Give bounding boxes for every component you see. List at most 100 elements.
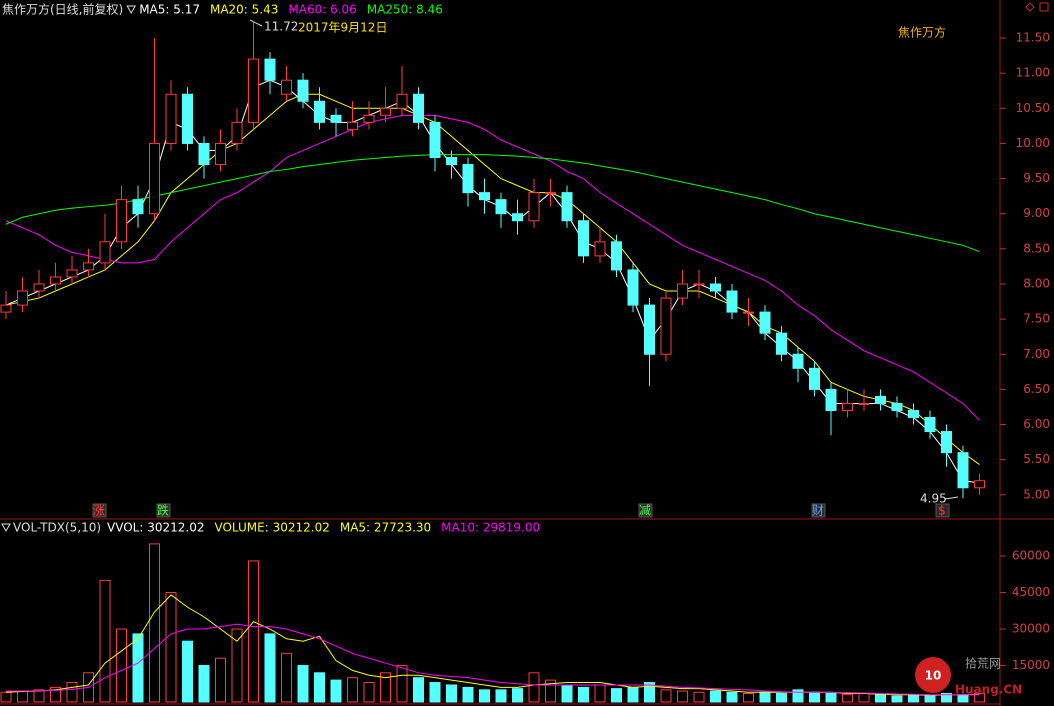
volume-bar xyxy=(743,692,754,703)
candle-body xyxy=(858,402,870,405)
volume-bar xyxy=(512,688,523,703)
volume-ma-line xyxy=(6,623,980,696)
legend-entry: MA10: 29819.00 xyxy=(441,521,540,535)
y-tick-label: 8.00 xyxy=(1023,276,1050,290)
legend-entry: MA60: 6.06 xyxy=(288,3,356,17)
volume-bar xyxy=(50,686,61,703)
candle-body xyxy=(809,367,820,390)
candle-body xyxy=(512,213,523,222)
volume-bar xyxy=(726,691,738,703)
volume-bar xyxy=(231,628,243,703)
candle-body xyxy=(149,142,160,215)
volume-bar xyxy=(908,694,919,703)
candle-body xyxy=(644,304,655,355)
volume-bar xyxy=(479,689,490,703)
volume-bar xyxy=(0,691,12,703)
annotation: 11.72 xyxy=(264,20,298,34)
volume-bar xyxy=(380,672,391,703)
volume-bar xyxy=(281,652,292,703)
volume-bar xyxy=(660,689,672,703)
candle-body xyxy=(627,269,639,306)
ma-line xyxy=(5,93,980,465)
volume-bar xyxy=(594,684,606,703)
candle-body xyxy=(413,93,424,123)
candle-body xyxy=(314,100,325,123)
candle-body xyxy=(660,297,672,355)
volume-bar xyxy=(17,690,28,703)
volume-bar xyxy=(215,657,226,703)
legend-entry: MA5: 27723.30 xyxy=(340,521,431,535)
candle-body xyxy=(429,121,441,158)
volume-bar xyxy=(413,677,424,703)
event-box xyxy=(638,503,653,518)
date-annotation: 2017年9月12日 xyxy=(298,21,387,35)
volume-bar xyxy=(347,677,358,703)
volume-bar xyxy=(99,579,111,703)
candle-body xyxy=(33,283,45,292)
candle-body xyxy=(825,388,837,411)
candle-body xyxy=(281,79,292,95)
candle-body xyxy=(215,142,226,166)
candle-body xyxy=(611,241,622,271)
volume-bar xyxy=(132,633,144,703)
candle-body xyxy=(974,480,985,489)
candle-body xyxy=(380,107,391,116)
volume-bar xyxy=(941,692,952,703)
candle-body xyxy=(710,283,721,292)
candle-body xyxy=(50,276,61,285)
event-label: $ xyxy=(938,504,946,518)
volume-bar xyxy=(974,692,985,703)
panel-title: VOL-TDX(5,10) xyxy=(13,521,101,535)
window-icons[interactable] xyxy=(1025,2,1049,12)
volume-bar xyxy=(314,672,325,703)
ma-line xyxy=(5,154,980,253)
candle-body xyxy=(116,199,127,243)
candle-body xyxy=(924,417,936,433)
event-label: 涨 xyxy=(93,503,105,518)
volume-bar xyxy=(891,695,903,703)
volume-bar xyxy=(116,628,127,703)
candle-body xyxy=(545,192,556,195)
watermark-badge-text: 10 xyxy=(925,669,942,683)
volume-bar xyxy=(297,665,309,703)
legend-entry: MA20: 5.43 xyxy=(210,3,278,17)
watermark-name: 拾荒网 xyxy=(965,656,1001,671)
candle-body xyxy=(495,199,507,215)
volume-bar xyxy=(165,592,177,703)
ma-line xyxy=(5,114,980,421)
candle-body xyxy=(792,353,804,369)
y-tick-label: 9.00 xyxy=(1023,206,1050,220)
menu-triangle xyxy=(1,523,11,533)
volume-bar xyxy=(182,640,193,703)
candle-body xyxy=(759,311,771,334)
y-tick-label: 11.50 xyxy=(1016,31,1050,45)
legend-entry: VOLUME: 30212.02 xyxy=(214,521,329,535)
volume-bar xyxy=(792,689,804,703)
watermark-site: Huang.CN xyxy=(955,683,1022,697)
candle-body xyxy=(677,283,688,299)
candle-body xyxy=(957,452,969,489)
y-tick-label: 6.50 xyxy=(1023,382,1050,396)
volume-bar xyxy=(396,665,408,703)
volume-bar xyxy=(710,690,721,703)
volume-bar xyxy=(264,633,276,703)
y-tick-label: 30000 xyxy=(1012,622,1050,636)
volume-bar xyxy=(446,684,457,703)
volume-bar xyxy=(429,682,441,703)
stock-name: 焦作万方 xyxy=(898,25,946,40)
volume-bar xyxy=(248,560,259,703)
volume-bar xyxy=(462,686,474,703)
event-box xyxy=(92,503,107,518)
volume-bar xyxy=(644,682,655,703)
volume-bar xyxy=(611,688,622,703)
y-tick-label: 8.50 xyxy=(1023,241,1050,255)
volume-bar xyxy=(198,665,210,703)
annotation-arrow xyxy=(249,19,263,27)
candle-body xyxy=(198,142,210,166)
event-label: 跌 xyxy=(157,503,169,518)
indicator-value: VVOL: 30212.02 xyxy=(107,521,204,535)
y-tick-label: 7.50 xyxy=(1023,312,1050,326)
candle-body xyxy=(743,311,754,314)
y-tick-label: 10.50 xyxy=(1016,101,1050,115)
